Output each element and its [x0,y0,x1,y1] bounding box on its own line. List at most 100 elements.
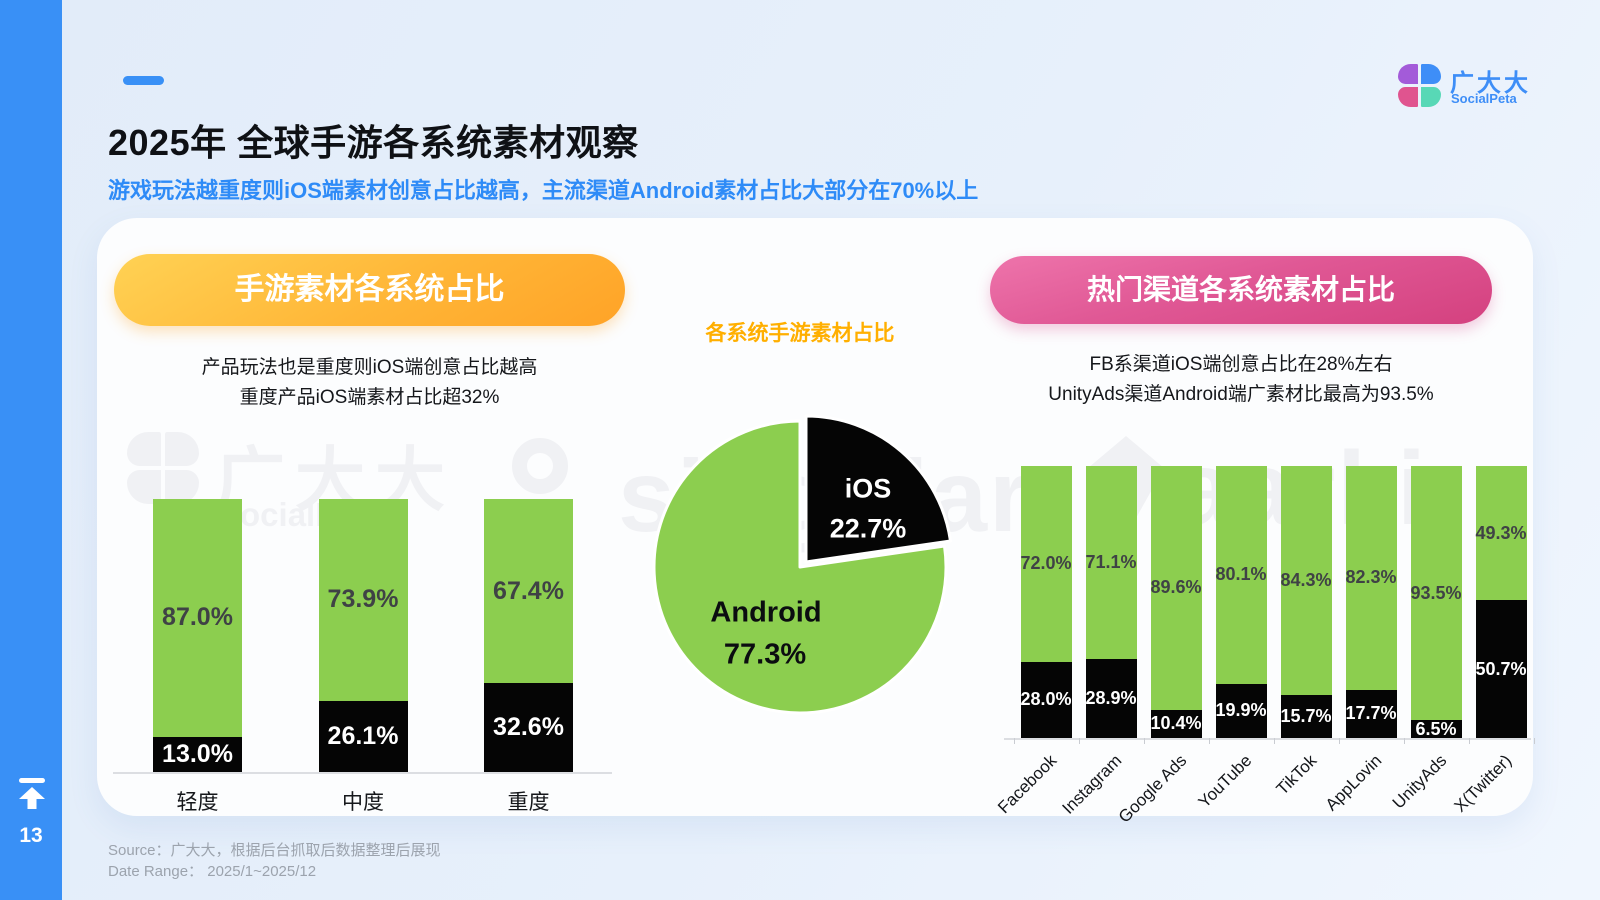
socialpeta-logo: 广大大 SocialPeta [1398,63,1558,109]
accent-dash [123,76,164,85]
right-desc-line2: UnityAds渠道Android端广素材比最高为93.5% [1048,384,1434,405]
bar-column: 73.9% 26.1% [318,499,408,772]
singular-watermark-icon [512,438,568,494]
bar-column: 84.3% 15.7% [1280,466,1332,738]
pie-label-ios: iOS [844,473,892,504]
page-subtitle: 游戏玩法越重度则iOS端素材创意占比越高，主流渠道Android素材占比大部分在… [108,178,979,203]
left-section-description: 产品玩法也是重度则iOS端创意占比越高 重度产品iOS端素材占比超32% [114,353,625,413]
bar-value-android: 82.3% [1345,567,1397,588]
bar-value-ios: 6.5% [1415,718,1457,739]
bar-value-android: 84.3% [1280,570,1332,591]
bar-segment-android: 72.0% [1020,466,1072,662]
sidebar: 13 [0,0,62,900]
bar-segment-android: 73.9% [318,499,408,701]
left-desc-line2: 重度产品iOS端素材占比超32% [239,387,500,408]
bar-segment-android: 82.3% [1345,466,1397,690]
page-number: 13 [19,824,43,847]
logo-name: 广大大 [1450,70,1531,97]
right-section-pill: 热门渠道各系统素材占比 [990,256,1492,324]
bar-column: 49.3% 50.7% [1475,466,1527,738]
axis-tick [1273,738,1275,744]
axis-tick [1468,738,1470,744]
petal-teal [1421,87,1441,107]
bar-value-ios: 17.7% [1345,703,1397,724]
x-axis [113,772,612,774]
bar-segment-ios: 28.9% [1085,659,1137,738]
bar-column: 72.0% 28.0% [1020,466,1072,738]
bar-segment-android: 80.1% [1215,466,1267,684]
bar-segment-ios: 26.1% [318,700,408,772]
bar-value-android: 93.5% [1410,582,1462,603]
pie-label-android: Android [710,596,822,629]
right-section-description: FB系渠道iOS端创意占比在28%左右 UnityAds渠道Android端广素… [966,350,1516,410]
pie-value-ios: 22.7% [829,513,907,544]
socialpeta-watermark-icon [127,432,199,504]
bar-value-android: 89.6% [1150,577,1202,598]
x-axis [1004,738,1531,740]
bar-segment-ios: 50.7% [1475,600,1527,738]
pie-slice-ios [804,414,952,564]
logo-subname: SocialPeta [1451,91,1517,106]
bar-segment-ios: 19.9% [1215,683,1267,738]
bar-value-android: 80.1% [1215,564,1267,585]
date-range-line: Date Range： 2025/1~2025/12 [108,863,317,880]
left-desc-line1: 产品玩法也是重度则iOS端创意占比越高 [201,357,538,378]
bar-value-android: 87.0% [162,603,233,632]
bar-value-android: 49.3% [1475,522,1527,543]
bar-segment-android: 71.1% [1085,466,1137,660]
bar-segment-android: 93.5% [1410,466,1462,721]
bar-segment-android: 49.3% [1475,466,1527,601]
bar-value-ios: 28.9% [1085,688,1137,709]
bar-segment-ios: 15.7% [1280,695,1332,738]
bar-segment-android: 67.4% [484,499,573,683]
bar-value-ios: 50.7% [1475,658,1527,679]
pie-chart [652,414,952,715]
bar-column: 89.6% 10.4% [1150,466,1202,738]
pie-chart-title: 各系统手游素材占比 [705,322,895,345]
axis-tick [1208,738,1210,744]
bar-segment-ios: 17.7% [1345,689,1397,738]
left-section-pill: 手游素材各系统占比 [114,254,625,326]
axis-tick [1013,738,1015,744]
axis-tick [1078,738,1080,744]
right-desc-line1: FB系渠道iOS端创意占比在28%左右 [1089,354,1393,375]
bar-segment-android: 87.0% [153,499,242,737]
bar-column: 82.3% 17.7% [1345,466,1397,738]
axis-label-category: 重度 [507,791,550,814]
page-title: 2025年 全球手游各系统素材观察 [108,122,639,163]
bar-segment-ios: 6.5% [1410,718,1462,739]
axis-label-category: 中度 [342,791,384,814]
bar-column: 87.0% 13.0% [153,499,242,772]
bar-value-android: 71.1% [1085,552,1137,573]
bar-column: 93.5% 6.5% [1410,466,1462,739]
pie-value-android: 77.3% [723,638,807,671]
wm-petal [127,432,161,466]
axis-tick [1143,738,1145,744]
petal-pink [1398,87,1418,107]
bar-column: 67.4% 32.6% [484,499,573,772]
bar-segment-android: 89.6% [1150,466,1202,710]
bar-segment-ios: 28.0% [1020,661,1072,738]
back-to-top-icon[interactable] [17,778,47,816]
bar-value-android: 73.9% [327,585,399,614]
petal-blue [1421,64,1441,84]
bar-value-android: 72.0% [1020,553,1072,574]
bar-column: 71.1% 28.9% [1085,466,1137,738]
bar-value-ios: 13.0% [162,739,233,768]
bar-segment-ios: 13.0% [153,736,242,772]
bar-value-ios: 10.4% [1150,713,1202,734]
bar-value-ios: 28.0% [1020,689,1072,710]
bar-value-ios: 15.7% [1280,706,1332,727]
axis-tick [1533,738,1535,744]
wm-petal [165,432,199,466]
bar-value-ios: 19.9% [1215,700,1267,721]
socialpeta-flower-icon [1398,64,1442,108]
axis-tick [1338,738,1340,744]
bar-value-ios: 32.6% [493,712,564,741]
bar-value-android: 67.4% [493,576,564,605]
pie-slice-android [652,419,948,715]
bar-value-ios: 26.1% [327,721,399,750]
bar-column: 80.1% 19.9% [1215,466,1267,738]
bar-segment-android: 84.3% [1280,466,1332,696]
